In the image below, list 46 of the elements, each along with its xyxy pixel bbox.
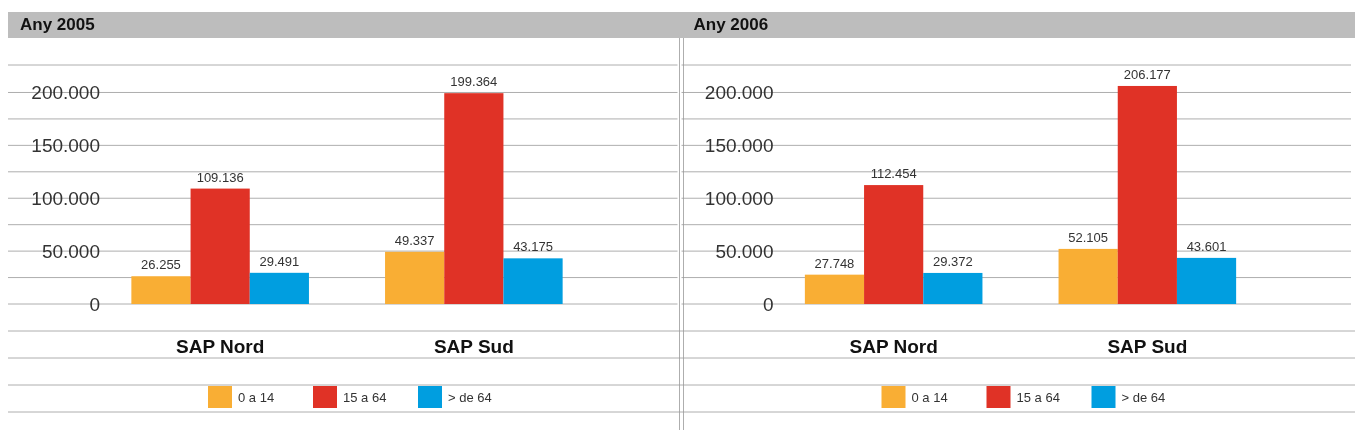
bar [190, 188, 250, 304]
x-tick-label: SAP Sud [433, 336, 514, 357]
y-tick-label: 150.000 [31, 135, 100, 157]
data-label: 29.491 [259, 253, 300, 269]
bar [923, 272, 983, 304]
data-label: 206.177 [1123, 66, 1171, 82]
chart-title: Any 2006 [693, 15, 769, 34]
data-label: 52.105 [1068, 229, 1109, 245]
legend-label: 15 a 64 [1016, 389, 1060, 405]
bar [864, 185, 924, 304]
data-label: 27.748 [814, 255, 855, 271]
data-label: 43.601 [1186, 238, 1227, 254]
x-tick-label: SAP Nord [175, 336, 265, 357]
legend-label: 0 a 14 [911, 389, 948, 405]
data-label: 49.337 [394, 232, 435, 248]
bar [804, 274, 865, 304]
legend-label: > de 64 [1121, 389, 1166, 405]
y-tick-label: 100.000 [31, 187, 100, 209]
bar [1058, 248, 1118, 304]
y-tick-label: 50.000 [715, 240, 774, 262]
y-tick-label: 150.000 [704, 135, 774, 157]
x-tick-label: SAP Nord [849, 336, 938, 357]
x-tick-label: SAP Sud [1107, 336, 1188, 357]
data-label: 43.175 [513, 239, 553, 255]
bar [385, 251, 445, 304]
data-label: 112.454 [870, 166, 917, 182]
legend-label: > de 64 [448, 389, 492, 405]
y-tick-label: 200.000 [31, 82, 100, 104]
chart-title: Any 2005 [20, 15, 95, 34]
y-tick-label: 0 [762, 293, 774, 315]
data-label: 109.136 [196, 169, 244, 185]
data-label: 26.255 [141, 257, 181, 273]
legend-label: 15 a 64 [343, 389, 387, 405]
data-label: 29.372 [932, 253, 973, 269]
data-label: 199.364 [450, 74, 498, 90]
bar [249, 272, 309, 304]
y-tick-label: 50.000 [41, 240, 100, 262]
bar [1117, 85, 1177, 304]
legend-label: 0 a 14 [238, 389, 275, 405]
bar [131, 276, 191, 304]
bar [1176, 257, 1237, 304]
bar [503, 258, 563, 304]
y-tick-label: 0 [89, 293, 100, 315]
bar [444, 93, 504, 304]
y-tick-label: 200.000 [704, 82, 774, 104]
y-tick-label: 100.000 [704, 187, 774, 209]
